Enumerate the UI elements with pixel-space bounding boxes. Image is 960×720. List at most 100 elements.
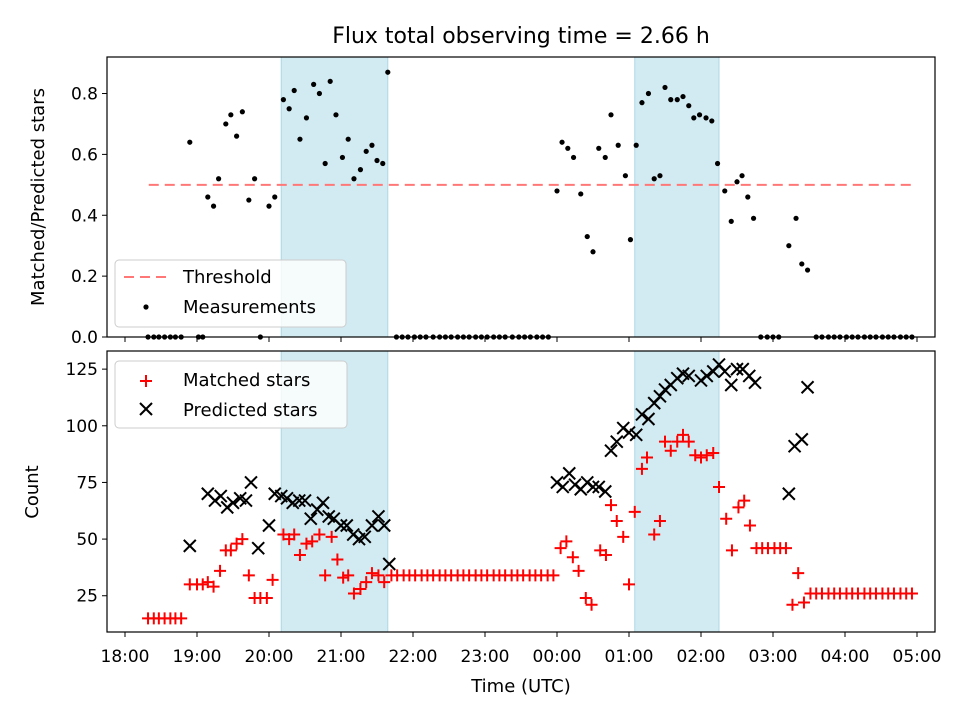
predicted-star-marker [262, 518, 276, 533]
matched-star-marker [905, 587, 918, 600]
predicted-star-marker [304, 511, 318, 526]
predicted-star-marker [251, 541, 265, 555]
predicted-star-marker [610, 434, 624, 449]
x-tick-label: 18:00 [101, 647, 150, 667]
predicted-star-marker [682, 369, 696, 383]
top-y-tick-label: 0.6 [71, 145, 98, 165]
x-tick-label: 22:00 [389, 647, 438, 667]
matched-star-marker [713, 480, 725, 493]
measurement-point [565, 145, 571, 151]
matched-star-marker [319, 569, 332, 582]
bottom-y-tick-label: 125 [66, 360, 98, 380]
matched-star-marker [585, 598, 598, 611]
legend-threshold-label: Threshold [182, 267, 272, 288]
matched-star-marker [648, 528, 661, 541]
measurement-point [327, 78, 333, 84]
measurement-point [709, 118, 715, 124]
measurement-point [714, 160, 721, 167]
matched-star-marker [175, 612, 188, 625]
matched-stars-points [142, 428, 918, 625]
predicted-star-marker [748, 376, 762, 390]
measurement-point [728, 218, 734, 224]
matched-star-marker [664, 444, 677, 457]
predicted-star-marker [622, 425, 636, 440]
top-y-tick-label: 0.4 [71, 206, 98, 226]
measurement-point [570, 154, 577, 161]
matched-star-marker [610, 514, 623, 527]
measurement-point [369, 142, 375, 148]
measurement-point [639, 100, 645, 106]
predicted-star-marker [586, 480, 600, 494]
measurement-point [554, 188, 560, 194]
measurement-point [786, 243, 792, 249]
predicted-star-marker [562, 466, 576, 481]
matched-star-marker [378, 576, 391, 589]
matched-star-marker [354, 582, 367, 595]
predicted-star-marker [365, 518, 379, 533]
bottom-legend: Matched stars Predicted stars [114, 360, 348, 429]
measurement-point [351, 176, 357, 182]
top-panel: 0.00.20.40.60.8 Matched/Predicted stars … [28, 56, 936, 348]
matched-star-marker [732, 501, 745, 514]
matched-star-marker [236, 533, 249, 546]
matched-star-marker [313, 528, 326, 541]
measurement-point [739, 173, 745, 179]
measurement-point [380, 160, 386, 167]
matched-star-marker [628, 505, 641, 518]
x-tick-label: 23:00 [461, 647, 510, 667]
predicted-star-marker [298, 493, 312, 508]
predicted-star-marker [292, 493, 306, 508]
measurement-point [297, 136, 303, 142]
x-axis-label: Time (UTC) [470, 676, 571, 697]
measurement-point [280, 97, 286, 103]
predicted-star-marker [358, 530, 372, 544]
measurement-point [645, 90, 652, 97]
matched-star-marker [605, 499, 617, 512]
matched-star-marker [623, 578, 635, 591]
bottom-y-axis-label: Count [22, 465, 43, 518]
matched-star-marker [260, 592, 273, 605]
predicted-star-marker [226, 496, 240, 510]
predicted-star-marker [183, 539, 197, 553]
measurement-point [205, 194, 211, 200]
matched-star-marker [331, 553, 344, 566]
measurement-point [246, 197, 252, 203]
matched-star-marker [325, 530, 338, 543]
measurement-point [703, 115, 709, 121]
predicted-star-marker [371, 509, 386, 524]
matched-star-marker [659, 435, 671, 448]
bottom-x-ticks: 18:00 19:00 20:00 21:00 22:00 23:00 00:00 01:00… [101, 632, 942, 667]
measurement-point [216, 176, 222, 182]
x-tick-label: 03:00 [749, 647, 798, 667]
measurement-point [311, 81, 317, 87]
measurement-point [691, 115, 697, 121]
matched-star-marker [372, 569, 385, 582]
top-y-tick-label: 0.8 [71, 85, 98, 105]
measurement-point [662, 84, 668, 91]
matched-star-marker [242, 569, 255, 582]
measurement-point [272, 194, 278, 200]
measurement-point [303, 115, 310, 121]
measurement-point [615, 142, 621, 148]
bottom-y-tick-label: 50 [76, 530, 98, 550]
measurement-point [622, 173, 629, 179]
x-tick-label: 21:00 [317, 647, 366, 667]
measurement-point [651, 176, 657, 182]
matched-star-marker [579, 592, 592, 605]
matched-star-marker [300, 537, 313, 550]
x-tick-label: 04:00 [821, 647, 870, 667]
measurement-point [745, 194, 751, 200]
matched-star-marker [635, 462, 648, 475]
measurement-point [596, 145, 602, 151]
matched-star-marker [682, 435, 695, 448]
matched-star-marker [306, 535, 319, 548]
top-plot-frame [106, 56, 936, 338]
predicted-star-marker [718, 364, 732, 379]
measurement-point [680, 93, 686, 100]
measurement-point [223, 121, 229, 127]
matched-star-marker [641, 451, 653, 464]
predicted-star-marker [782, 487, 796, 501]
matched-star-marker [677, 428, 689, 441]
measurement-point [734, 179, 740, 185]
measurement-point [234, 133, 240, 139]
